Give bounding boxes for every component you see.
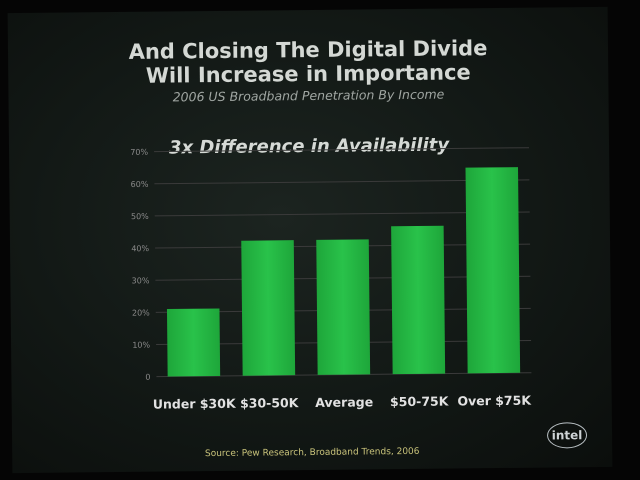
y-tick-label: 20% [132, 308, 150, 317]
y-tick-label: 10% [132, 341, 150, 350]
category-label: $50-75K [390, 394, 450, 410]
category-labels: Under $30K $30-50K Average $50-75K Over $75K [153, 393, 533, 412]
bar-chart: 0 10% 20% 30% 40% 50% 60% 70% Under $30K $30-50K… [130, 147, 533, 412]
y-tick-label: 30% [132, 276, 150, 285]
bar [316, 239, 371, 375]
y-tick-label: 70% [130, 148, 148, 157]
bar [465, 167, 521, 374]
category-label: $30-50K [240, 395, 300, 411]
y-tick-label: 60% [131, 180, 149, 189]
category-label: Average [315, 394, 373, 410]
grid-line [154, 147, 530, 153]
bar [391, 225, 446, 375]
bars [166, 167, 521, 377]
category-label: Under $30K [153, 396, 237, 412]
y-tick-label: 0 [145, 373, 150, 382]
y-tick-labels: 0 10% 20% 30% 40% 50% 60% 70% [130, 148, 150, 382]
presentation-slide: And Closing The Digital Divide Will Incr… [7, 6, 613, 474]
category-label: Over $75K [457, 393, 532, 409]
source-citation: Source: Pew Research, Broadband Trends, … [204, 446, 420, 460]
bar [166, 308, 221, 377]
y-tick-label: 40% [131, 244, 149, 253]
bar [241, 240, 296, 376]
y-tick-label: 50% [131, 212, 149, 221]
